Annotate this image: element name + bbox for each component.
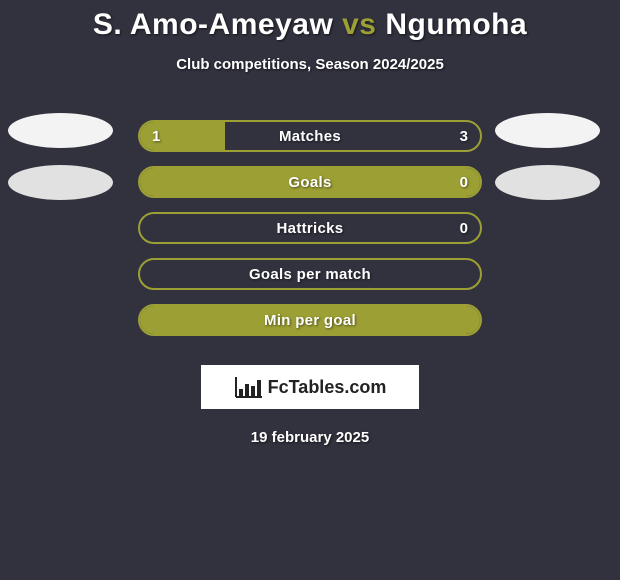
player1-blob <box>8 113 113 148</box>
stat-label: Hattricks <box>277 220 344 237</box>
player2-blob <box>495 113 600 148</box>
stat-row: 0 Hattricks <box>0 205 620 251</box>
stat-bar: Min per goal <box>138 304 482 336</box>
player1-blob <box>8 165 113 200</box>
stat-right-value: 0 <box>460 220 468 237</box>
stat-left-value: 1 <box>152 128 160 145</box>
bar-chart-icon <box>234 375 264 399</box>
site-name: FcTables.com <box>268 377 387 398</box>
stat-bar: 1 3 Matches <box>138 120 482 152</box>
stat-row: 1 3 Matches <box>0 113 620 159</box>
stat-label: Goals per match <box>249 266 371 283</box>
stat-right-value: 3 <box>460 128 468 145</box>
page-title: S. Amo-Ameyaw vs Ngumoha <box>0 8 620 42</box>
stat-label: Min per goal <box>264 312 356 329</box>
player2-blob <box>495 165 600 200</box>
comparison-card: S. Amo-Ameyaw vs Ngumoha Club competitio… <box>0 0 620 446</box>
branding-box[interactable]: FcTables.com <box>201 365 419 409</box>
stat-row: 0 Goals <box>0 159 620 205</box>
stat-row: Min per goal <box>0 297 620 343</box>
stat-label: Matches <box>279 128 341 145</box>
vs-label: vs <box>342 8 376 41</box>
stat-right-value: 0 <box>460 174 468 191</box>
stat-row: Goals per match <box>0 251 620 297</box>
player1-name: S. Amo-Ameyaw <box>93 8 333 41</box>
player2-name: Ngumoha <box>385 8 527 41</box>
stat-bar: 0 Hattricks <box>138 212 482 244</box>
stat-bar: 0 Goals <box>138 166 482 198</box>
generated-date: 19 february 2025 <box>0 429 620 446</box>
stats-list: 1 3 Matches 0 Goals 0 Hattricks Goals per match… <box>0 113 620 343</box>
stat-bar: Goals per match <box>138 258 482 290</box>
subtitle: Club competitions, Season 2024/2025 <box>0 56 620 73</box>
stat-label: Goals <box>288 174 331 191</box>
